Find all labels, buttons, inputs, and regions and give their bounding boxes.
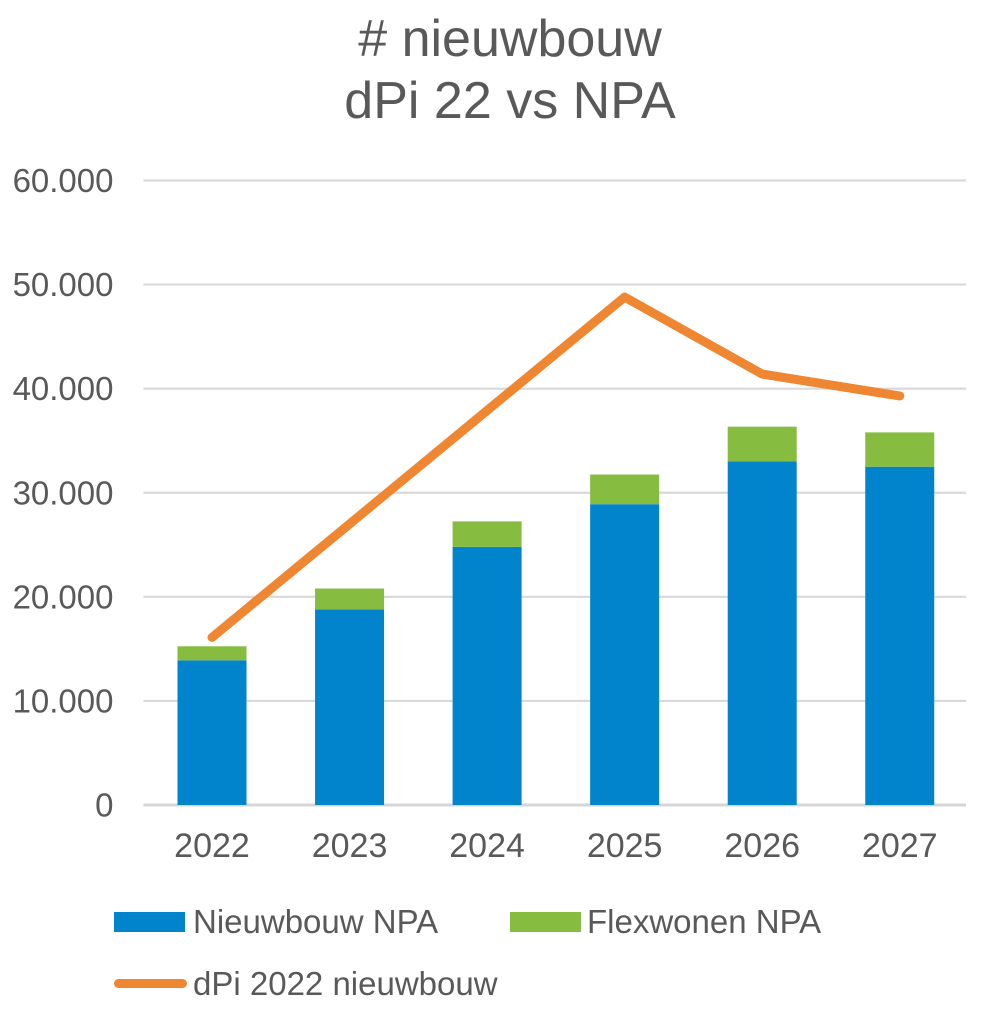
line-dpi-2022-nieuwbouw	[207, 292, 905, 642]
bar-segment-flexwonen-npa-2023	[315, 588, 385, 610]
bar-segment-flexwonen-npa-2022	[177, 646, 247, 661]
bar-segment-nieuwbouw-npa-2025	[590, 504, 660, 805]
chart-title-line-2: dPi 22 vs NPA	[344, 72, 676, 130]
legend-swatch-flexwonen-npa	[510, 912, 581, 932]
x-axis-label-2023: 2023	[312, 827, 388, 865]
bar-segment-flexwonen-npa-2024	[452, 521, 522, 547]
legend-swatch-nieuwbouw-npa	[114, 912, 185, 932]
bar-segment-nieuwbouw-npa-2024	[452, 546, 522, 805]
legend-label-nieuwbouw-npa: Nieuwbouw NPA	[193, 903, 439, 940]
y-axis-tick-50.000: 50.000	[13, 266, 114, 303]
y-axis-tick-30.000: 30.000	[13, 474, 114, 511]
y-axis-tick-40.000: 40.000	[13, 370, 114, 407]
bar-segment-flexwonen-npa-2026	[727, 426, 797, 462]
bar-segment-nieuwbouw-npa-2023	[315, 609, 385, 805]
x-axis-label-2024: 2024	[449, 827, 525, 865]
x-axis-label-2025: 2025	[587, 827, 663, 865]
y-axis-tick-10.000: 10.000	[13, 682, 114, 719]
chart-title: # nieuwbouw dPi 22 vs NPA	[344, 8, 675, 132]
x-axis-label-2026: 2026	[724, 827, 800, 865]
y-axis-tick-0: 0	[95, 787, 113, 824]
bar-segment-flexwonen-npa-2025	[590, 474, 660, 505]
x-axis-label-2022: 2022	[174, 827, 250, 865]
legend-label-dpi-2022-nieuwbouw: dPi 2022 nieuwbouw	[193, 965, 498, 1002]
y-axis-tick-20.000: 20.000	[13, 578, 114, 615]
bar-segment-flexwonen-npa-2027	[865, 432, 935, 467]
bar-segment-nieuwbouw-npa-2027	[865, 466, 935, 805]
legend-swatch-dpi-2022-nieuwbouw	[114, 979, 187, 988]
x-axis-label-2027: 2027	[862, 827, 938, 865]
chart-title-line-1: # nieuwbouw	[358, 10, 662, 68]
y-axis-tick-60.000: 60.000	[13, 162, 114, 199]
legend-label-flexwonen-npa: Flexwonen NPA	[587, 903, 822, 940]
bar-segment-nieuwbouw-npa-2026	[727, 461, 797, 805]
bar-segment-nieuwbouw-npa-2022	[177, 660, 247, 805]
